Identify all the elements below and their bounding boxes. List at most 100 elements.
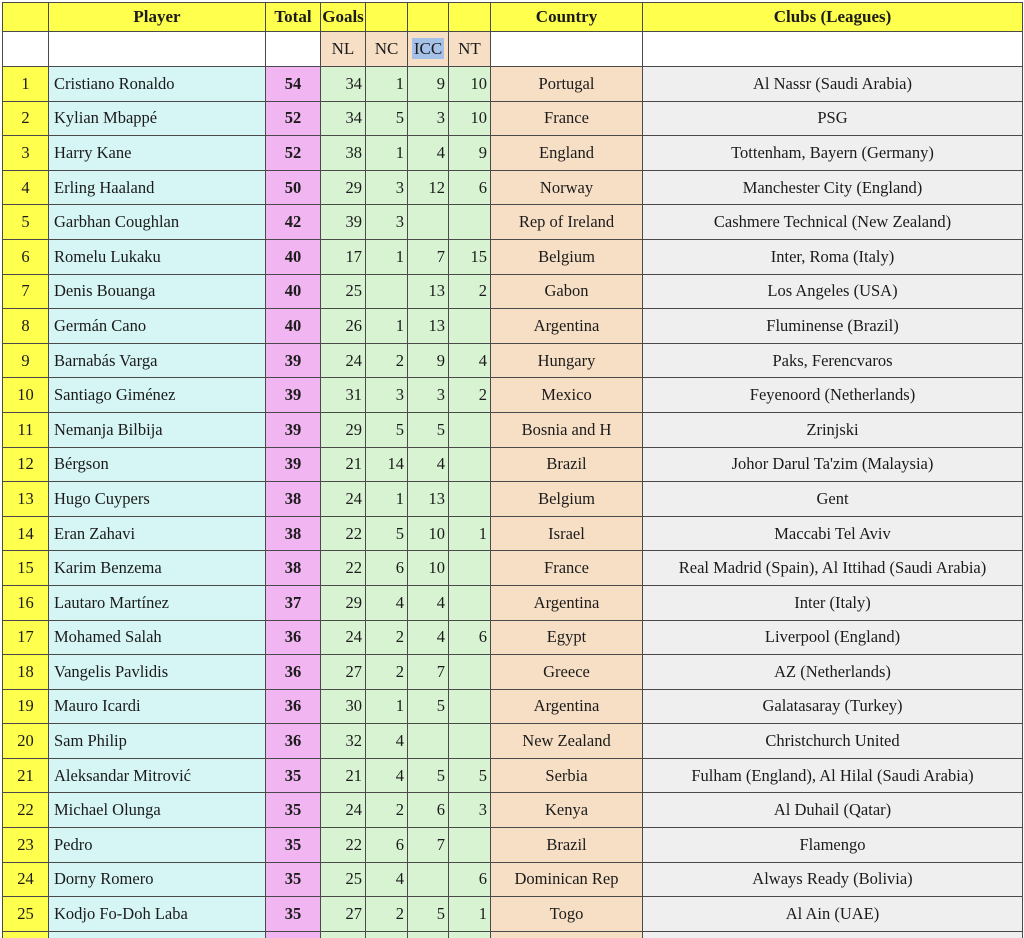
nt-cell bbox=[448, 584, 491, 621]
rank-cell: 20 bbox=[2, 723, 49, 759]
icc-cell bbox=[407, 861, 449, 898]
total-cell: 54 bbox=[265, 66, 321, 102]
nl-cell: 27 bbox=[320, 896, 366, 932]
total-cell: 40 bbox=[265, 273, 321, 310]
player-cell: Hugo Cuypers bbox=[48, 481, 266, 517]
nl-cell: 38 bbox=[320, 135, 366, 171]
country-cell: Mexico bbox=[490, 377, 643, 413]
nc-cell: 1 bbox=[365, 66, 408, 102]
nl-cell: 29 bbox=[320, 584, 366, 621]
icc-cell: 5 bbox=[407, 688, 449, 725]
nt-cell bbox=[448, 654, 491, 690]
clubs-cell: Cashmere Technical (New Zealand) bbox=[642, 204, 1023, 240]
nt-cell: 10 bbox=[448, 100, 491, 137]
icc-cell: 13 bbox=[407, 308, 449, 344]
clubs-cell: Zrinjski bbox=[642, 411, 1023, 448]
rank-cell: 23 bbox=[2, 827, 49, 863]
nt-cell: 3 bbox=[448, 792, 491, 829]
icc-cell: 7 bbox=[407, 238, 449, 275]
icc-cell: 10 bbox=[407, 515, 449, 552]
goals-header-spacer bbox=[407, 2, 449, 32]
nt-cell: 2 bbox=[448, 377, 491, 413]
rank-cell: 25 bbox=[2, 896, 49, 932]
nc-cell: 5 bbox=[365, 411, 408, 448]
rank-cell: 22 bbox=[2, 792, 49, 829]
goals-header-cell: Goals bbox=[320, 2, 366, 32]
player-header-cell: Player bbox=[48, 2, 266, 32]
table-row: 13 Hugo Cuypers 38 24 1 13 Belgium Gent bbox=[2, 481, 1023, 517]
clubs-cell: Al Nassr (Saudi Arabia) bbox=[642, 66, 1023, 102]
icc-cell: 5 bbox=[407, 757, 449, 794]
table-row: 20 Sam Philip 36 32 4 New Zealand Christchurch… bbox=[2, 723, 1023, 759]
clubs-cell: Al Duhail (Qatar) bbox=[642, 792, 1023, 829]
player-cell bbox=[48, 930, 266, 938]
table-row: 19 Mauro Icardi 36 30 1 5 Argentina Galatasaray… bbox=[2, 688, 1023, 725]
total-cell: 36 bbox=[265, 654, 321, 690]
country-cell: England bbox=[490, 135, 643, 171]
table-row: 22 Michael Olunga 35 24 2 6 3 Kenya Al Duhail (Q… bbox=[2, 792, 1023, 829]
country-cell: Argentina bbox=[490, 584, 643, 621]
country-cell: Bosnia and H bbox=[490, 411, 643, 448]
table-row: 6 Romelu Lukaku 40 17 1 7 15 Belgium Inter, Roma… bbox=[2, 238, 1023, 275]
clubs-cell: Johor Darul Ta'zim (Malaysia) bbox=[642, 446, 1023, 483]
country-cell: Belgium bbox=[490, 238, 643, 275]
clubs-cell: Always Ready (Bolivia) bbox=[642, 861, 1023, 898]
icc-highlight: ICC bbox=[411, 38, 445, 59]
country-cell: Norway bbox=[490, 169, 643, 206]
total-cell: 35 bbox=[265, 757, 321, 794]
player-cell: Nemanja Bilbija bbox=[48, 411, 266, 448]
clubs-cell: Liverpool (England) bbox=[642, 619, 1023, 656]
clubs-cell: AZ (Netherlands) bbox=[642, 654, 1023, 690]
table-row: 17 Mohamed Salah 36 24 2 4 6 Egypt Liverpool (En… bbox=[2, 619, 1023, 656]
nl-cell: 26 bbox=[320, 308, 366, 344]
icc-cell: 13 bbox=[407, 273, 449, 310]
subcol-nt: NT bbox=[448, 31, 491, 67]
table-row: 12 Bérgson 39 21 14 4 Brazil Johor Darul Ta'zim… bbox=[2, 446, 1023, 483]
nt-cell bbox=[448, 204, 491, 240]
clubs-cell: Fulham (England), Al Hilal (Saudi Arabia… bbox=[642, 757, 1023, 794]
rank-cell: 13 bbox=[2, 481, 49, 517]
nt-cell bbox=[448, 827, 491, 863]
rank-cell: 19 bbox=[2, 688, 49, 725]
rank-subheader-blank bbox=[2, 31, 49, 67]
rank-cell: 7 bbox=[2, 273, 49, 310]
rank-cell: 1 bbox=[2, 66, 49, 102]
rank-cell: 14 bbox=[2, 515, 49, 552]
total-cell: 39 bbox=[265, 411, 321, 448]
table-row: 2 Kylian Mbappé 52 34 5 3 10 France PSG bbox=[2, 100, 1023, 137]
rank-cell bbox=[2, 930, 49, 938]
rank-cell: 24 bbox=[2, 861, 49, 898]
icc-cell bbox=[407, 723, 449, 759]
country-cell: France bbox=[490, 100, 643, 137]
nc-cell: 2 bbox=[365, 342, 408, 379]
nl-cell: 39 bbox=[320, 204, 366, 240]
nc-cell: 1 bbox=[365, 481, 408, 517]
nl-cell: 25 bbox=[320, 273, 366, 310]
nc-cell: 5 bbox=[365, 515, 408, 552]
icc-cell: 4 bbox=[407, 135, 449, 171]
table-row: 18 Vangelis Pavlidis 36 27 2 7 Greece AZ (Nethe… bbox=[2, 654, 1023, 690]
nc-cell: 4 bbox=[365, 861, 408, 898]
country-cell: Egypt bbox=[490, 619, 643, 656]
nl-cell: 25 bbox=[320, 861, 366, 898]
country-cell: Israel bbox=[490, 515, 643, 552]
table-row: 14 Eran Zahavi 38 22 5 10 1 Israel Maccabi Tel A… bbox=[2, 515, 1023, 552]
total-cell: 36 bbox=[265, 619, 321, 656]
country-cell: Dominican Rep bbox=[490, 861, 643, 898]
nc-cell: 5 bbox=[365, 100, 408, 137]
icc-cell: 5 bbox=[407, 411, 449, 448]
country-cell: New Zealand bbox=[490, 723, 643, 759]
player-cell: Mohamed Salah bbox=[48, 619, 266, 656]
table-row: 7 Denis Bouanga 40 25 13 2 Gabon Los Angeles (U… bbox=[2, 273, 1023, 310]
icc-cell: 3 bbox=[407, 100, 449, 137]
rank-cell: 9 bbox=[2, 342, 49, 379]
subcol-nl: NL bbox=[320, 31, 366, 67]
icc-cell: 3 bbox=[407, 377, 449, 413]
table-row: 10 Santiago Giménez 39 31 3 3 2 Mexico Feyenoord… bbox=[2, 377, 1023, 413]
player-cell: Barnabás Varga bbox=[48, 342, 266, 379]
player-cell: Garbhan Coughlan bbox=[48, 204, 266, 240]
player-cell: Pedro bbox=[48, 827, 266, 863]
nc-cell: 4 bbox=[365, 723, 408, 759]
